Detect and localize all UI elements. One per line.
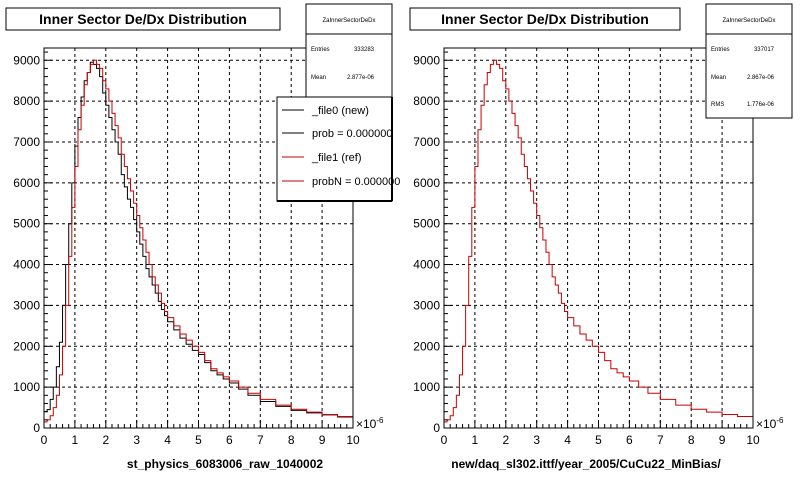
x-tick-label: 8 (288, 433, 295, 447)
x-axis-exponent: ×10-6 (756, 416, 784, 431)
y-tick-label: 6000 (413, 176, 440, 190)
y-tick-label: 9000 (13, 53, 40, 67)
x-tick-label: 7 (257, 433, 264, 447)
x-tick-label: 10 (746, 433, 760, 447)
y-tick-label: 2000 (413, 339, 440, 353)
y-tick-label: 4000 (13, 258, 40, 272)
y-tick-label: 7000 (13, 135, 40, 149)
series-group (444, 59, 754, 423)
axis-ticks: 0 1 2 3 4 5 6 7 8 9 10 0 1000 2000 3000 4000 5000 6000 700… (413, 51, 760, 447)
axis-ticks: 0 1 2 3 4 5 6 7 8 9 10 0 1000 2000 3000 4000 5000 6000 700… (13, 51, 360, 447)
stats-mean-value: 2.867e-06 (747, 75, 775, 81)
y-tick-label: 0 (433, 421, 440, 435)
legend: _file0 (new) prob = 0.000000 _file1 (ref… (276, 96, 400, 202)
x-tick-label: 2 (102, 433, 109, 447)
chart-panel-right: 0 1 2 3 4 5 6 7 8 9 10 0 1000 2000 3000 4000 5000 6000 700… (409, 3, 793, 471)
stats-name: ZaInnerSectorDeDx (722, 18, 775, 24)
y-tick-label: 9000 (413, 53, 440, 67)
histogram-series-1 (44, 59, 354, 423)
stats-entries-label: Entries (311, 47, 330, 53)
x-tick-label: 2 (502, 433, 509, 447)
y-tick-label: 1000 (413, 380, 440, 394)
x-axis-label: new/daq_sl302.ittf/year_2005/CuCu22_MinB… (451, 457, 721, 471)
stats-rms-value: 1.776e-06 (747, 102, 775, 108)
legend-entry-0: _file0 (new) (311, 105, 369, 117)
y-tick-label: 5000 (13, 217, 40, 231)
stats-box: ZaInnerSectorDeDx Entries 337017 Mean 2.… (705, 3, 793, 119)
stats-entries-label: Entries (711, 47, 730, 53)
histogram-series-0 (444, 59, 754, 423)
x-axis-label: st_physics_6083006_raw_1040002 (127, 457, 323, 471)
x-tick-label: 3 (533, 433, 540, 447)
y-tick-label: 5000 (413, 217, 440, 231)
x-tick-label: 3 (133, 433, 140, 447)
x-tick-label: 0 (441, 433, 448, 447)
x-tick-label: 6 (626, 433, 633, 447)
title-box: Inner Sector De/Dx Distribution (409, 7, 681, 31)
stats-entries-value: 337017 (754, 47, 775, 53)
stats-name: ZaInnerSectorDeDx (322, 18, 375, 24)
y-tick-label: 8000 (13, 94, 40, 108)
y-tick-label: 7000 (413, 135, 440, 149)
x-axis-exponent: ×10-6 (356, 416, 384, 431)
series-group (44, 59, 354, 423)
legend-entry-1: prob = 0.000000 (312, 128, 392, 140)
x-tick-label: 1 (472, 433, 479, 447)
stats-mean-value: 2.877e-06 (347, 75, 375, 81)
x-tick-label: 8 (688, 433, 695, 447)
x-tick-label: 9 (319, 433, 326, 447)
x-tick-label: 5 (195, 433, 202, 447)
x-tick-label: 4 (564, 433, 571, 447)
stats-rms-label: RMS (711, 102, 724, 108)
x-tick-label: 7 (657, 433, 664, 447)
chart-panel-left: 0 1 2 3 4 5 6 7 8 9 10 0 1000 2000 3000 4000 5000 6000 700… (5, 3, 400, 471)
y-tick-label: 8000 (413, 94, 440, 108)
stats-entries-value: 333283 (354, 47, 375, 53)
y-tick-label: 3000 (13, 298, 40, 312)
title-box: Inner Sector De/Dx Distribution (5, 7, 281, 31)
x-tick-label: 9 (719, 433, 726, 447)
y-tick-label: 2000 (13, 339, 40, 353)
stats-mean-label: Mean (711, 75, 726, 81)
legend-entry-3: probN = 0.000000 (312, 176, 400, 188)
x-tick-label: 10 (346, 433, 360, 447)
legend-entry-2: _file1 (ref) (311, 152, 362, 164)
y-tick-label: 0 (33, 421, 40, 435)
y-tick-label: 6000 (13, 176, 40, 190)
x-tick-label: 0 (41, 433, 48, 447)
y-tick-label: 4000 (413, 258, 440, 272)
histogram-series-0 (44, 61, 354, 420)
x-tick-label: 6 (226, 433, 233, 447)
y-tick-label: 3000 (413, 298, 440, 312)
chart-title: Inner Sector De/Dx Distribution (441, 11, 649, 27)
chart-title: Inner Sector De/Dx Distribution (39, 11, 247, 27)
x-tick-label: 5 (595, 433, 602, 447)
y-tick-label: 1000 (13, 380, 40, 394)
stats-mean-label: Mean (311, 75, 326, 81)
x-tick-label: 4 (164, 433, 171, 447)
x-tick-label: 1 (72, 433, 79, 447)
